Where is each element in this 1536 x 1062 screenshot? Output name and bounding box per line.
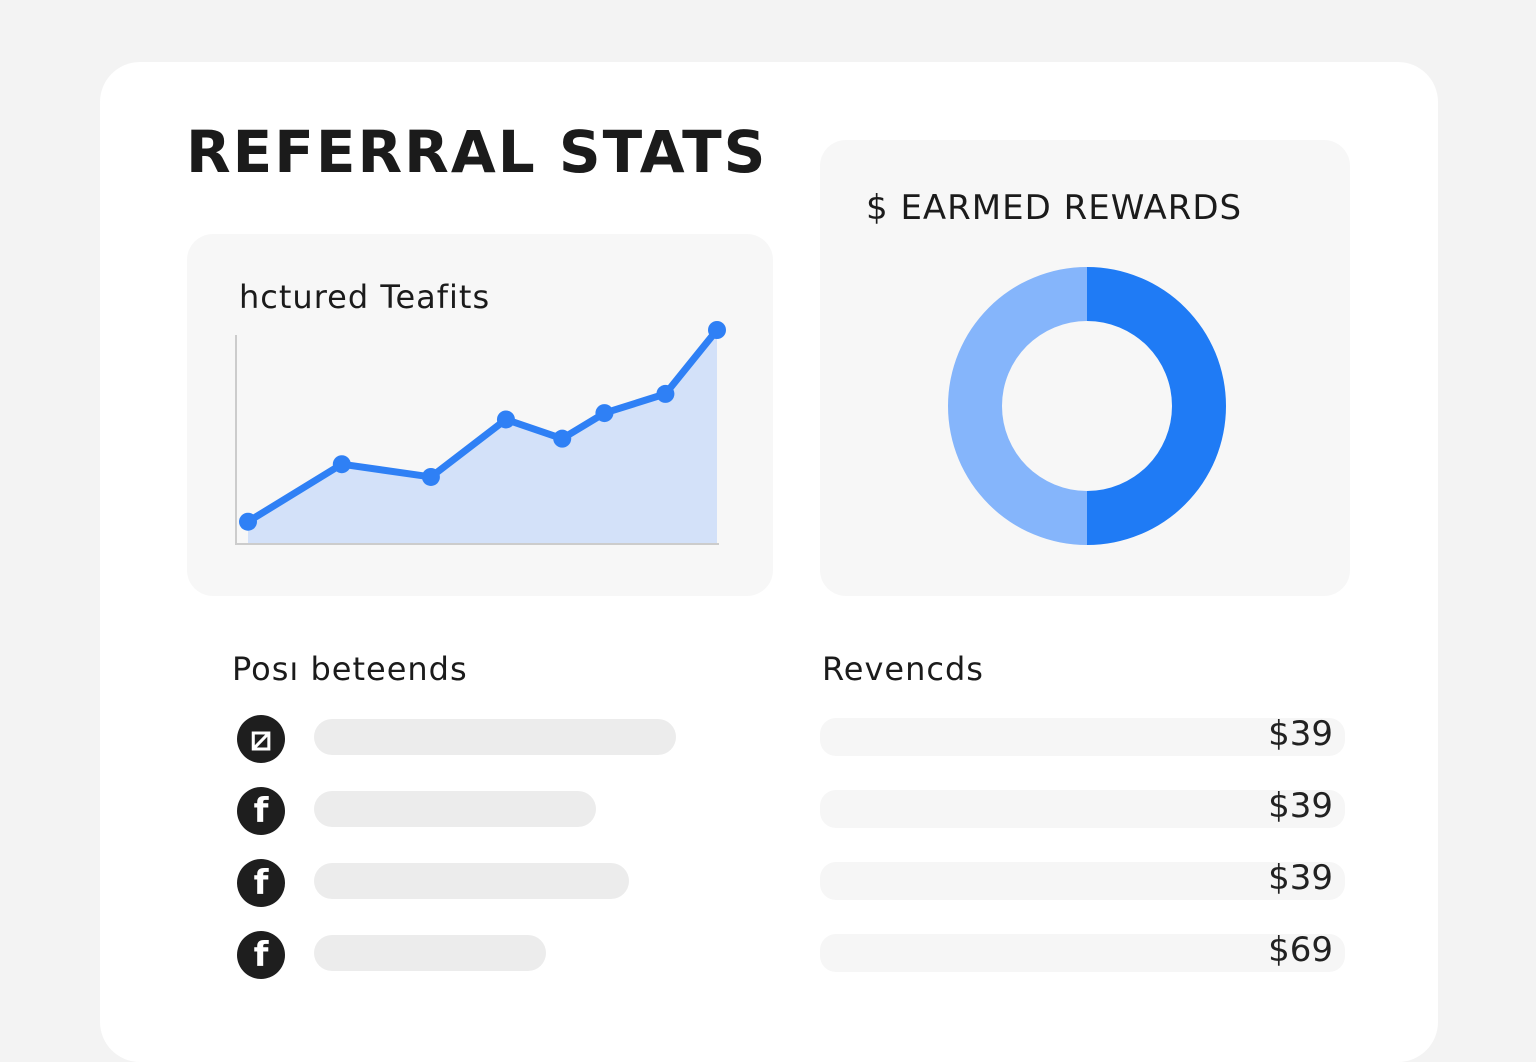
- post-bar: [314, 719, 676, 755]
- post-bar: [314, 935, 546, 971]
- reward-row: $39: [820, 714, 1345, 756]
- facebook-icon[interactable]: f: [237, 787, 285, 835]
- clipboard-icon[interactable]: ⧄: [237, 715, 285, 763]
- facebook-icon[interactable]: f: [237, 859, 285, 907]
- data-point: [421, 467, 440, 486]
- reward-value: $39: [1268, 714, 1333, 754]
- donut-chart: [948, 267, 1226, 545]
- reward-row: $39: [820, 786, 1345, 828]
- reward-row: $69: [820, 930, 1345, 972]
- data-point: [496, 410, 515, 429]
- line-chart: [235, 321, 726, 545]
- data-point: [239, 512, 257, 531]
- page-title: REFERRAL STATS: [186, 118, 768, 186]
- data-point: [553, 429, 572, 448]
- rewards-heading: Revencds: [822, 650, 984, 688]
- data-point: [595, 404, 614, 423]
- facebook-icon[interactable]: f: [237, 931, 285, 979]
- posts-heading: Posı beteends: [232, 650, 468, 688]
- reward-value: $39: [1268, 858, 1333, 898]
- data-point: [708, 321, 726, 339]
- series-line: [246, 327, 720, 525]
- donut-slice: [1087, 267, 1226, 545]
- data-point: [332, 455, 351, 474]
- line-chart-title: hctured Teafits: [239, 278, 491, 316]
- reward-row: $39: [820, 858, 1345, 900]
- data-point: [656, 384, 675, 403]
- area-fill: [248, 330, 717, 543]
- post-bar: [314, 863, 629, 899]
- post-bar: [314, 791, 597, 827]
- donut-chart-title: $ EARMED REWARDS: [866, 188, 1243, 228]
- reward-value: $39: [1268, 786, 1333, 826]
- donut-slice: [948, 267, 1087, 545]
- reward-value: $69: [1268, 930, 1333, 970]
